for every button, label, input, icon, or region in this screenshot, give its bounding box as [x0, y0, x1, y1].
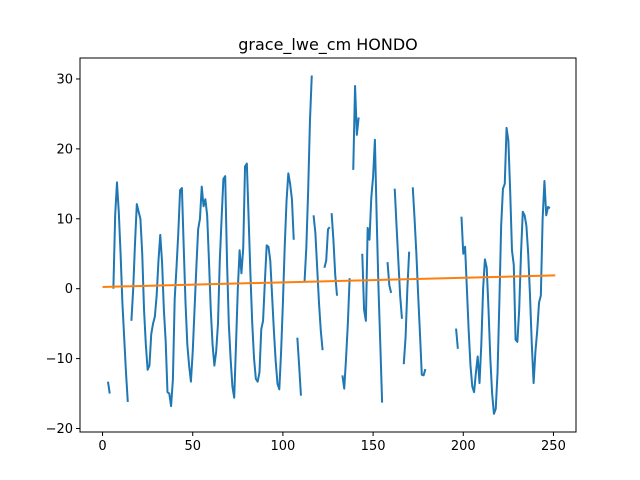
y-tick-label: 10 [56, 212, 73, 227]
x-tick-label: 100 [270, 439, 295, 454]
x-tick-label: 250 [541, 439, 566, 454]
x-tick-label: 0 [98, 439, 106, 454]
series-segment-11 [386, 262, 393, 294]
y-tick-label: 0 [65, 282, 73, 297]
x-tick-label: 200 [451, 439, 476, 454]
x-tick-label: 150 [361, 439, 386, 454]
y-tick-label: −20 [46, 422, 73, 437]
series-segment-9 [352, 84, 360, 170]
series-segment-6 [323, 226, 331, 268]
y-tick-label: 30 [56, 72, 73, 87]
plot-frame [79, 57, 577, 433]
series-segment-10 [361, 138, 384, 403]
series-segment-1 [112, 181, 129, 403]
series-segment-13 [402, 251, 411, 365]
series-segment-14 [411, 187, 427, 377]
series-segment-4 [303, 75, 313, 282]
series-segment-2 [130, 162, 295, 408]
series-segment-16 [460, 126, 551, 415]
series-segment-8 [341, 278, 351, 390]
series-segment-0 [106, 381, 111, 394]
series-segment-5 [312, 215, 324, 351]
y-tick-label: −10 [46, 352, 73, 367]
axes: 0 50 100 150 200 250 −20 −10 0 10 20 30 [46, 57, 577, 454]
series-segment-3 [296, 337, 302, 396]
series-segment-7 [330, 213, 339, 296]
chart-title: grace_lwe_cm HONDO [238, 35, 418, 55]
y-tick-label: 20 [56, 142, 73, 157]
x-tick-label: 50 [184, 439, 201, 454]
series-segment-12 [393, 188, 403, 319]
plot-area [102, 75, 556, 415]
series-segment-15 [455, 328, 459, 349]
trend-line [102, 274, 556, 288]
